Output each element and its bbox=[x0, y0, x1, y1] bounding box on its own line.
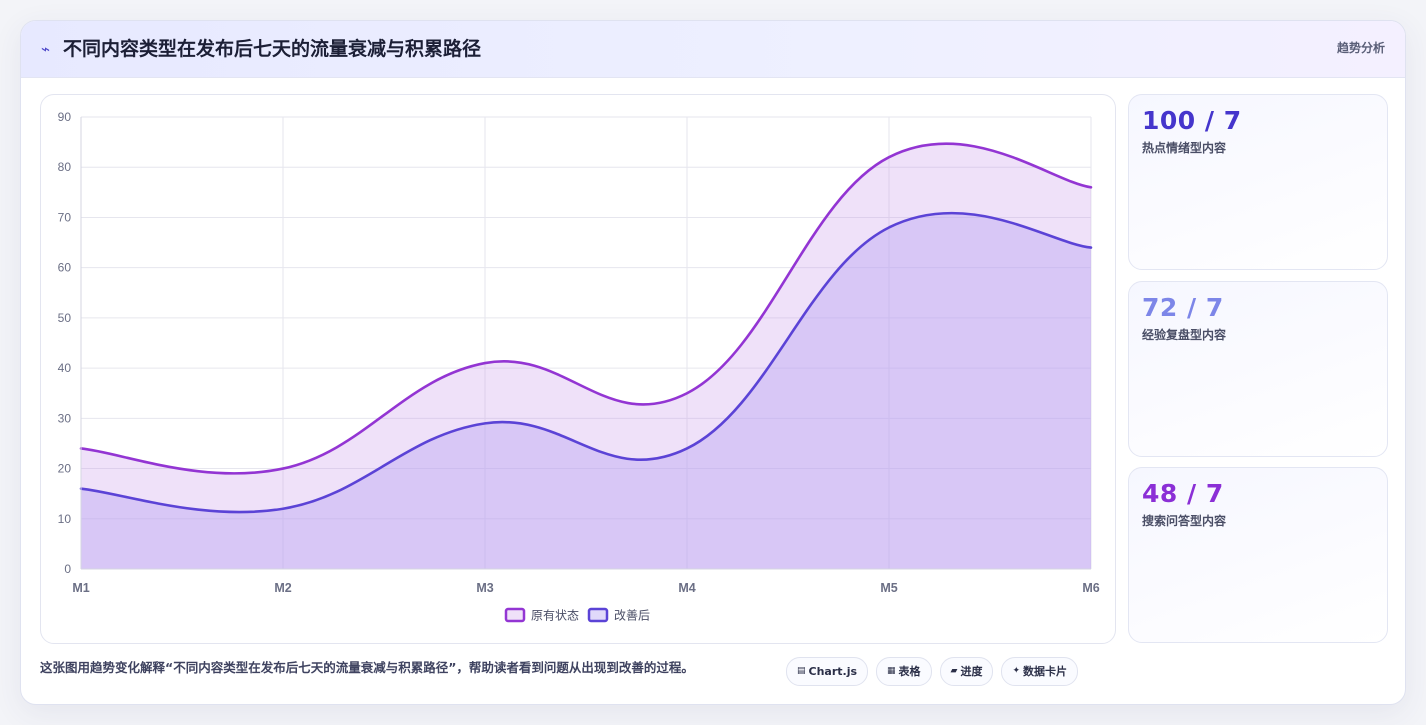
y-tick-label: 10 bbox=[58, 512, 72, 526]
page-title: 不同内容类型在发布后七天的流量衰减与积累路径 bbox=[63, 38, 482, 60]
legend-swatch bbox=[587, 607, 609, 623]
x-tick-label: M3 bbox=[476, 581, 493, 595]
y-tick-label: 60 bbox=[58, 261, 72, 275]
series-line-2 bbox=[79, 211, 1093, 514]
legend-label: 改善后 bbox=[614, 608, 650, 623]
stat-label: 搜索问答型内容 bbox=[1142, 514, 1227, 528]
series-area-1 bbox=[81, 143, 1091, 569]
series-area-2 bbox=[81, 213, 1091, 569]
x-tick-label: M2 bbox=[274, 581, 291, 595]
trend-icon: ⌁ bbox=[41, 40, 51, 58]
chip-label: 表格 bbox=[898, 665, 921, 678]
progress-icon: ▰ bbox=[950, 666, 958, 676]
chip-label: 进度 bbox=[960, 665, 983, 678]
y-tick-label: 90 bbox=[58, 110, 72, 124]
area-chart: 0 10 20 30 40 50 60 70 80 90 M1 M2 M3 M4 M5 M6 原有状态 改善后 bbox=[58, 110, 1100, 623]
card-header: ⌁ 不同内容类型在发布后七天的流量衰减与积累路径 趋势分析 bbox=[21, 21, 1405, 78]
stat-value: 72 / 7 bbox=[1142, 293, 1224, 322]
y-tick-label: 20 bbox=[58, 462, 72, 476]
chart-panel: 0 10 20 30 40 50 60 70 80 90 M1 M2 M3 M4 M5 M6 原有状态 改善后 bbox=[40, 94, 1116, 644]
chart-icon: ▤ bbox=[797, 666, 806, 676]
legend-label: 原有状态 bbox=[531, 609, 579, 623]
dashboard-card: ⌁ 不同内容类型在发布后七天的流量衰减与积累路径 趋势分析 0 10 20 30 40 5… bbox=[20, 20, 1406, 705]
feature-chips: ▤ Chart.js ▦ 表格 ▰ 进度 ✦ 数据卡片 bbox=[786, 657, 1079, 686]
chip-table[interactable]: ▦ 表格 bbox=[876, 657, 932, 686]
category-tag: 趋势分析 bbox=[1336, 41, 1385, 55]
y-tick-label: 70 bbox=[58, 210, 72, 224]
x-tick-label: M1 bbox=[72, 581, 89, 595]
x-tick-label: M5 bbox=[880, 581, 897, 595]
chart-description: 这张图用趋势变化解释“不同内容类型在发布后七天的流量衰减与积累路径”，帮助读者看… bbox=[40, 660, 694, 675]
x-tick-label: M6 bbox=[1082, 581, 1099, 595]
stat-value: 100 / 7 bbox=[1142, 106, 1242, 135]
y-tick-label: 80 bbox=[58, 160, 72, 174]
chip-label: Chart.js bbox=[808, 665, 858, 678]
table-icon: ▦ bbox=[887, 666, 896, 676]
stat-card-search: 48 / 7 搜索问答型内容 bbox=[1128, 467, 1388, 643]
y-tick-label: 50 bbox=[58, 311, 72, 325]
stat-card-review: 72 / 7 经验复盘型内容 bbox=[1128, 281, 1388, 457]
chip-progress[interactable]: ▰ 进度 bbox=[939, 657, 994, 686]
chip-data-card[interactable]: ✦ 数据卡片 bbox=[1001, 657, 1079, 686]
y-tick-label: 30 bbox=[58, 411, 72, 425]
stat-card-hot: 100 / 7 热点情绪型内容 bbox=[1128, 94, 1388, 270]
stat-label: 经验复盘型内容 bbox=[1142, 328, 1227, 342]
legend-swatch bbox=[504, 607, 526, 623]
chip-chartjs[interactable]: ▤ Chart.js bbox=[786, 657, 869, 686]
y-tick-label: 40 bbox=[58, 361, 72, 375]
chip-label: 数据卡片 bbox=[1023, 665, 1068, 678]
x-tick-label: M4 bbox=[678, 581, 695, 595]
y-tick-label: 0 bbox=[64, 562, 71, 576]
stat-value: 48 / 7 bbox=[1142, 479, 1224, 508]
sparkle-icon: ✦ bbox=[1012, 666, 1021, 676]
series-line-1 bbox=[79, 142, 1093, 475]
stat-label: 热点情绪型内容 bbox=[1142, 141, 1227, 155]
